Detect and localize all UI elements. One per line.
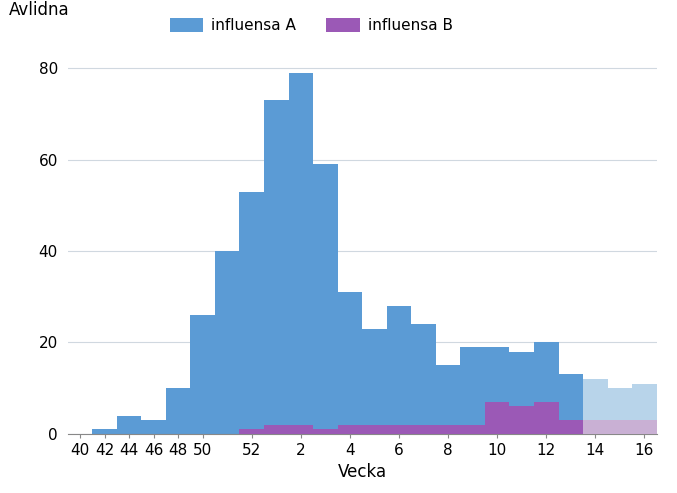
Bar (583, 420, 607, 434)
Bar (313, 429, 338, 434)
Bar (559, 420, 583, 434)
Bar (362, 329, 387, 434)
Bar (460, 347, 485, 434)
Bar (117, 416, 141, 434)
Bar (608, 388, 632, 434)
Bar (411, 424, 436, 434)
Bar (436, 365, 460, 434)
Text: Avlidna: Avlidna (9, 1, 70, 19)
Bar (240, 192, 264, 434)
Legend: influensa A, influensa B: influensa A, influensa B (169, 18, 452, 33)
Bar (583, 379, 607, 434)
Bar (387, 424, 411, 434)
Bar (436, 424, 460, 434)
Bar (534, 402, 559, 434)
Bar (166, 388, 190, 434)
Bar (608, 420, 632, 434)
Bar (288, 424, 313, 434)
Bar (264, 100, 288, 434)
Bar (240, 429, 264, 434)
Bar (509, 352, 534, 434)
Bar (338, 292, 362, 434)
Bar (460, 424, 485, 434)
Bar (92, 429, 116, 434)
Bar (485, 402, 509, 434)
Bar (313, 164, 338, 434)
Bar (411, 324, 436, 434)
Bar (485, 347, 509, 434)
Bar (632, 384, 657, 434)
Bar (362, 424, 387, 434)
Bar (559, 375, 583, 434)
Bar (534, 343, 559, 434)
Bar (338, 424, 362, 434)
Bar (288, 73, 313, 434)
Bar (632, 420, 657, 434)
Bar (215, 251, 240, 434)
Bar (387, 306, 411, 434)
X-axis label: Vecka: Vecka (338, 463, 387, 482)
Bar (509, 406, 534, 434)
Bar (264, 424, 288, 434)
Bar (141, 420, 166, 434)
Bar (190, 315, 215, 434)
